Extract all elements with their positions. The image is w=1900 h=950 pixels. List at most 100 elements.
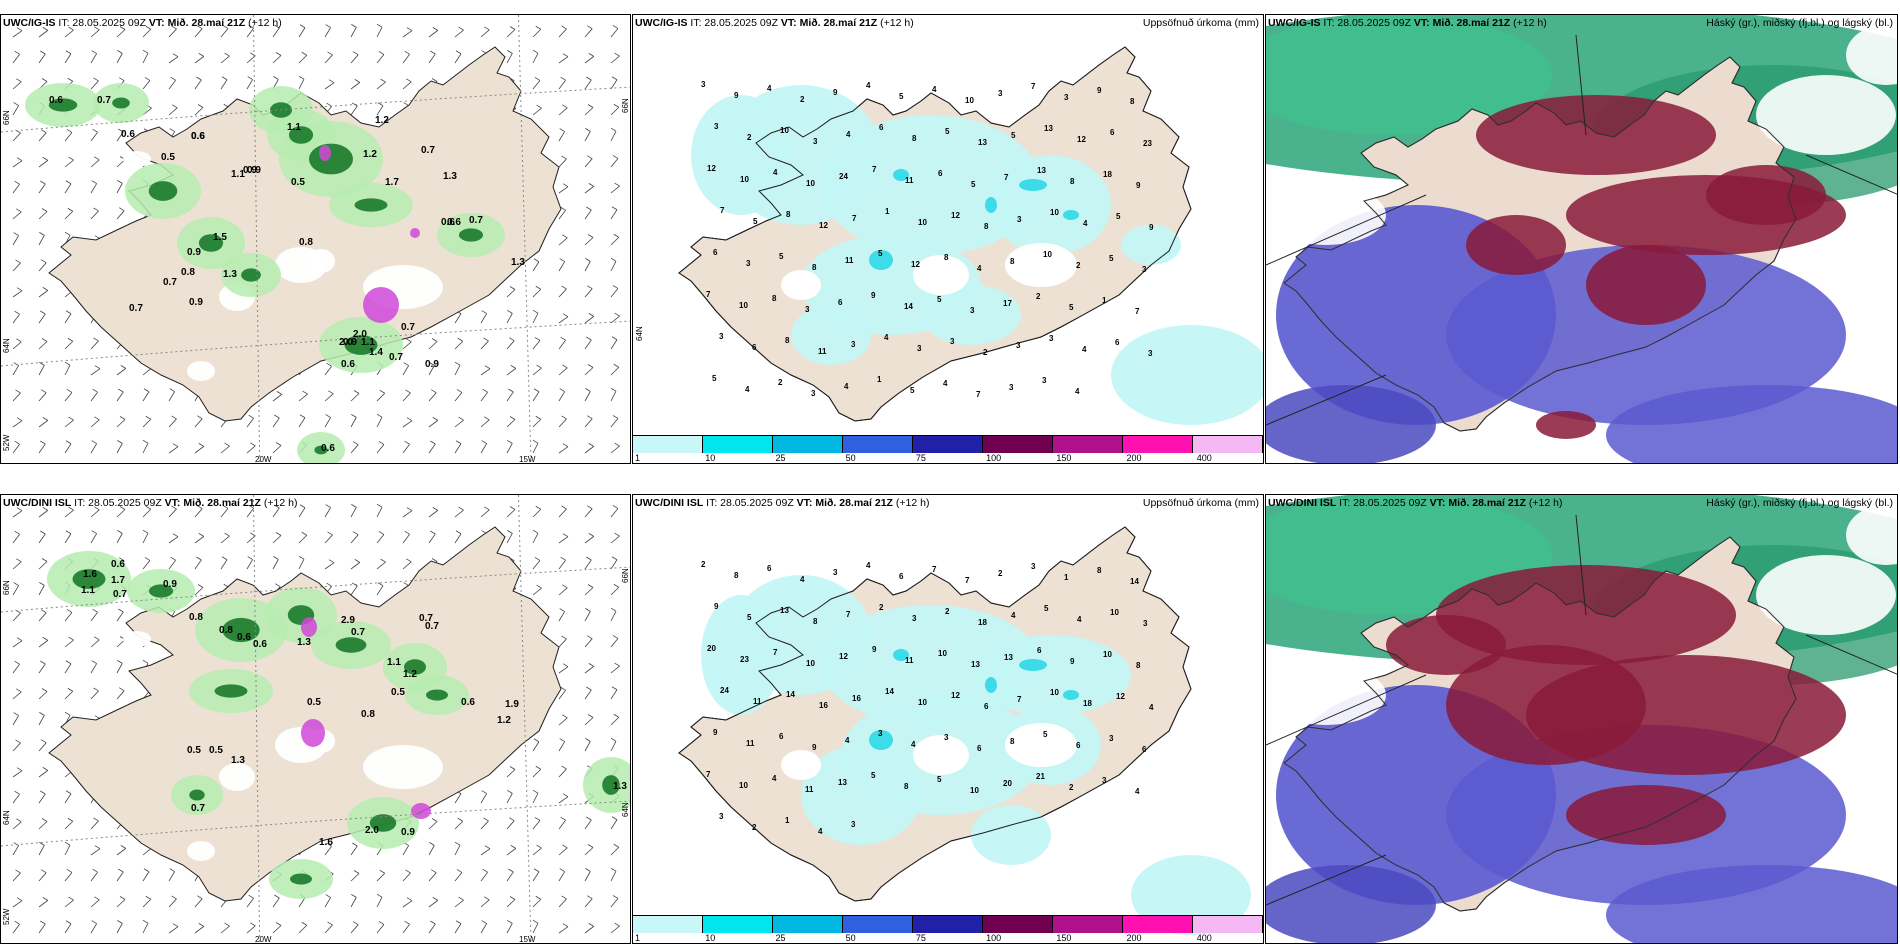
precip-heavy: [309, 143, 353, 175]
precip-heavy: [602, 775, 620, 795]
legend-tick-label: 150: [1056, 453, 1072, 463]
precip-total-label: 18: [1083, 699, 1092, 708]
legend-tick-label: 200: [1126, 933, 1142, 943]
legend-swatch: [703, 916, 773, 933]
lat-label-64: 64N: [2, 338, 11, 353]
precip-value-label: 2.0: [339, 337, 353, 348]
precip-total-label: 4: [844, 382, 849, 391]
precip-total-label: 10: [1050, 208, 1059, 217]
precip-heavy: [214, 684, 248, 698]
precip-value-label: 0.7: [191, 803, 205, 814]
precip-total-label: 5: [779, 252, 784, 261]
precip-total-label: 4: [1135, 787, 1140, 796]
precip-value-label: 0.8: [361, 709, 375, 720]
clear-sky: [1846, 505, 1897, 565]
precip-total-label: 6: [1142, 745, 1147, 754]
precip-total-label: 11: [753, 697, 762, 706]
precip-value-label: 1.7: [385, 177, 399, 188]
precip-total-label: 24: [839, 172, 848, 181]
legend-tick-label: 75: [915, 453, 926, 463]
precip-area: [691, 95, 791, 215]
legend-tick-label: 200: [1126, 453, 1142, 463]
low-cloud: [1266, 385, 1436, 463]
precip-total-label: 8: [1010, 737, 1015, 746]
legend-swatch: [843, 436, 913, 453]
mid-cloud: [1536, 411, 1596, 439]
precip-total-label: 3: [1109, 734, 1114, 743]
precip-total-label: 7: [846, 610, 851, 619]
precip-total-label: 5: [910, 386, 915, 395]
precip-total-label: 13: [780, 606, 789, 615]
precip-total-label: 1: [885, 207, 890, 216]
precip-core: [869, 730, 893, 750]
precip-value-label: 1.6: [83, 569, 97, 580]
precip-total-label: 8: [813, 617, 818, 626]
precip-value-label: 0.6: [121, 129, 135, 140]
precip-total-label: 7: [773, 648, 778, 657]
precip-total-label: 10: [970, 786, 979, 795]
precip-total-label: 7: [1135, 307, 1140, 316]
precip-value-label: 1.1: [287, 122, 301, 133]
precip-heavy: [288, 126, 314, 144]
precip-intense: [363, 287, 399, 323]
precip-total-label: 5: [1044, 604, 1049, 613]
lon-label-20w: 20W: [255, 455, 272, 464]
precip-total-label: 1: [1064, 573, 1069, 582]
panel-cloud-dini: UWC/DINI ISL IT: 28.05.2025 09Z VT: Mið.…: [1265, 494, 1898, 944]
precip-total-label: 12: [1116, 692, 1125, 701]
precip-total-label: 3: [811, 389, 816, 398]
clear-sky: [1266, 185, 1386, 245]
precip-value-label: 1.6: [319, 837, 333, 848]
precip-total-label: 2: [1069, 783, 1074, 792]
precip-core: [893, 649, 909, 661]
precip-total-label: 4: [866, 81, 871, 90]
precip-value-label: 0.8: [219, 625, 233, 636]
precip-value-label: 0.7: [389, 352, 403, 363]
precip-heavy: [72, 569, 106, 589]
precip-total-label: 2: [945, 607, 950, 616]
precip-total-label: 7: [1004, 173, 1009, 182]
legend-swatch: [773, 916, 843, 933]
legend-tick-label: 50: [845, 933, 856, 943]
precip-total-label: 6: [1037, 646, 1042, 655]
precip-core: [1019, 179, 1047, 191]
precip-intense: [301, 719, 325, 747]
precip-value-label: 0.7: [421, 145, 435, 156]
precip-total-label: 3: [970, 306, 975, 315]
precip-value-label: 0.9: [343, 337, 357, 348]
precip-total-label: 13: [838, 778, 847, 787]
precip-total-label: 8: [1136, 661, 1141, 670]
precip-value-label: 0.7: [97, 95, 111, 106]
precip-total-label: 3: [701, 80, 706, 89]
precip-value-label: 1.9: [505, 699, 519, 710]
precip-heavy: [344, 335, 378, 355]
precip-total-label: 5: [747, 613, 752, 622]
precip-total-label: 8: [1070, 177, 1075, 186]
legend-tick-label: 400: [1196, 453, 1212, 463]
precip-total-label: 2: [1076, 261, 1081, 270]
precip-value-label: 0.6: [461, 697, 475, 708]
precip-area: [791, 305, 871, 365]
precip-value-label: 0.7: [419, 613, 433, 624]
precip-total-label: 4: [846, 130, 851, 139]
precip-value-label: 2.9: [341, 615, 355, 626]
precip-total-label: 6: [899, 572, 904, 581]
legend-colorbar: [633, 435, 1263, 453]
precip-total-label: 9: [1136, 181, 1141, 190]
lat-label-64: 64N: [2, 810, 11, 825]
graticule: [1, 495, 630, 943]
precip-legend: 1 10 25 50 75 100 150 200 400: [633, 915, 1263, 943]
legend-tick-label: 10: [705, 453, 716, 463]
legend-swatch: [1053, 436, 1123, 453]
clear-sky: [1756, 555, 1896, 635]
precip-value-label: 1.1: [81, 585, 95, 596]
precip-value-label: 0.6: [49, 95, 63, 106]
legend-swatch: [983, 916, 1053, 933]
precip-total-label: 10: [1050, 688, 1059, 697]
precip-total-label: 4: [977, 264, 982, 273]
precip-value-label: 0.9: [187, 247, 201, 258]
precip-map: 2864346772318149513872321845410320237101…: [678, 526, 1251, 935]
precip-total-label: 5: [937, 295, 942, 304]
precip-value-label: 1.5: [213, 232, 227, 243]
precip-total-label: 3: [719, 812, 724, 821]
